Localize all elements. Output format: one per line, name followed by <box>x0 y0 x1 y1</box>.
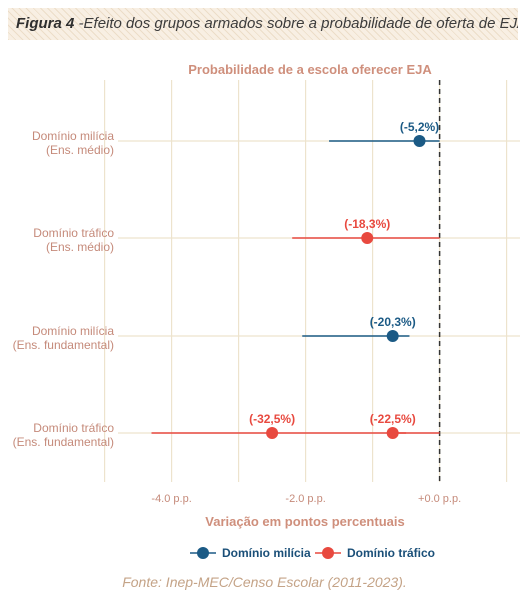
data-label: (-32,5%) <box>249 412 295 426</box>
category-label: (Ens. fundamental) <box>13 338 114 352</box>
x-tick-label: -2.0 p.p. <box>285 493 325 505</box>
figure-caption: Figura 4 -Efeito dos grupos armados sobr… <box>8 8 518 40</box>
data-point <box>413 135 426 147</box>
category-label: (Ens. médio) <box>46 240 114 254</box>
legend-entry: Domínio milícia <box>222 546 311 560</box>
data-label: (-22,5%) <box>370 412 416 426</box>
x-tick-label: -4.0 p.p. <box>151 493 191 505</box>
category-label: Domínio tráfico <box>33 226 114 240</box>
chart-title: Probabilidade de a escola oferecer EJA <box>188 62 432 77</box>
category-label: (Ens. médio) <box>46 143 114 157</box>
legend-entry: Domínio tráfico <box>347 546 435 560</box>
source-note: Fonte: Inep-MEC/Censo Escolar (2011-2023… <box>122 574 407 590</box>
legend-swatch-dot <box>322 547 334 559</box>
figure-label: Figura 4 <box>16 15 75 32</box>
data-label: (-18,3%) <box>344 217 390 231</box>
data-point <box>386 330 399 342</box>
x-axis-label: Variação em pontos percentuais <box>205 514 404 529</box>
data-point <box>361 232 374 244</box>
data-label: (-5,2%) <box>400 120 439 134</box>
category-label: Domínio milícia <box>32 129 114 143</box>
data-label: (-20,3%) <box>370 315 416 329</box>
data-point <box>266 427 279 439</box>
category-label: (Ens. fundamental) <box>13 435 114 449</box>
category-label: Domínio tráfico <box>33 421 114 435</box>
legend-swatch-dot <box>197 547 209 559</box>
category-label: Domínio milícia <box>32 324 114 338</box>
data-point <box>386 427 399 439</box>
x-tick-label: +0.0 p.p. <box>418 493 461 505</box>
figure-caption-text: -Efeito dos grupos armados sobre a proba… <box>74 15 518 32</box>
